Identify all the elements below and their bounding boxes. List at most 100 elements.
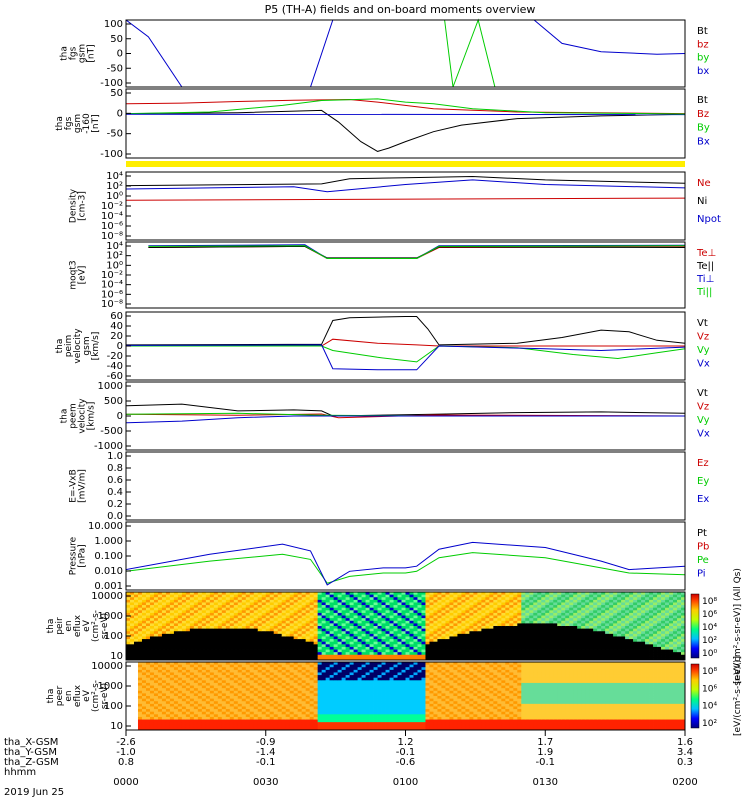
panel-frame [125,88,686,159]
y-tick-label: -100 [100,78,123,89]
legend-entry: Te|| [696,261,714,272]
x-axis-row-value: -0.1 [256,757,276,768]
y-tick-label: 60 [110,311,123,322]
y-tick-label: 0.8 [107,463,123,474]
y-axis-label: tha [60,46,70,61]
y-axis-label: gsm [82,336,92,355]
y-tick-label: 100 [104,701,123,712]
y-axis-label: [cm-3] [78,191,88,221]
y-axis-label: [nPa] [78,544,88,567]
y-tick-label: -100 [100,149,123,160]
y-tick-label: 0.010 [94,566,123,577]
y-axis-label: moqt3 [69,260,79,289]
y-axis-label: velocity [73,328,83,364]
y-tick-label: 50 [110,88,123,99]
x-axis-row-value: 1.2 [398,737,414,748]
y-tick-label: 10⁻⁸ [101,299,123,310]
panel-frame [125,591,686,661]
y-axis-label: tha [46,619,56,634]
y-tick-label: 0.0 [107,511,123,522]
y-tick-label: 0.100 [94,551,123,562]
y-tick-label: 500 [104,396,123,407]
series-line-Ni [125,175,686,187]
colorbar-tick: 10⁶ [702,610,717,620]
y-axis-label: tha [46,689,56,704]
y-tick-label: -60 [107,371,123,382]
y-tick-label: 0 [117,341,123,352]
legend-entry: Ti|| [696,287,712,298]
y-axis-label: (cm²-s- [91,610,101,642]
colorbar-tick: 10⁶ [702,684,717,694]
y-tick-label: 1000 [98,381,123,392]
y-axis-label: en [64,620,74,631]
y-tick-label: 10⁰ [106,191,123,202]
legend-entry: Ex [697,494,709,505]
y-tick-label: 0.4 [107,487,123,498]
y-axis-label: [km/s] [87,402,97,431]
legend-entry: Ez [697,458,709,469]
legend-entry: Vx [697,359,710,370]
panel-10: 10⁸ 10⁶ 10⁴ 10² [eV/(cm²-s-sr-eV)] 10000 1000 1… [46,656,743,736]
series-line-Pi [125,541,686,586]
y-axis-label: peim [64,335,74,358]
y-tick-label: 10² [106,251,123,262]
y-tick-label: 10000 [91,591,123,602]
y-tick-label: 20 [110,331,123,342]
legend-entry: Pe [697,555,709,566]
legend-entry: Bt [697,26,708,37]
y-axis-label: fgs [69,46,79,60]
y-axis-label: E=-VxB [69,469,79,503]
panel-6: Vt Vz Vy Vx 1000 500 0 -500 -1000 tha peem velocity… [60,381,710,452]
series-line-By [125,98,686,115]
legend-entry: Ti⊥ [696,274,714,285]
legend-entry: Bz [697,109,709,120]
y-tick-label: 10 [110,651,123,662]
y-axis-label: tha [55,116,65,131]
x-tick-label: 0030 [253,777,278,788]
x-axis-row-value: 3.4 [677,747,693,758]
legend-entry: Vy [697,345,710,356]
panel-frame [125,521,686,591]
legend-entry: Pi [697,569,706,580]
legend-entry: Ne [697,178,711,189]
legend-entry: Bx [697,136,710,147]
legend-entry: Vy [697,415,710,426]
y-axis-label: eflux [73,684,83,707]
colorbar-tick: 10⁰ [702,649,717,659]
y-axis-label: peir [55,617,65,635]
y-axis-label: [km/s] [91,332,101,361]
panel-frame [125,451,686,521]
legend-entry: Ey [697,476,709,487]
y-tick-label: 10000 [91,661,123,672]
colorbar-9 [690,593,700,659]
y-axis-label: peem [69,403,79,429]
series-line-Ne [125,197,686,201]
x-axis-row-value: 1.6 [677,737,693,748]
x-axis-row-value: 1.9 [537,747,553,758]
x-axis-row-value: 0.8 [118,757,134,768]
panel-frame [125,171,686,241]
y-tick-label: 10⁴ [106,241,123,252]
x-axis-row-label: tha_Z-GSM [4,757,59,768]
legend-entry: Pb [697,542,709,553]
legend-entry: By [697,123,710,134]
series-line-Ti|| [148,245,686,259]
series-line-Pe [125,552,686,584]
y-tick-label: 0.001 [94,581,123,592]
x-axis-row-label: hhmm [4,767,36,778]
y-axis-label: sr-eV) [100,683,110,709]
panel-1: Bt bz by bx 100 50 0 -50 -100 tha fgs gsm [nT] [60,18,709,89]
series-line-by [444,18,496,88]
legend-entry: Pt [697,528,707,539]
panel-8: Pt Pb Pe Pi 10.000 1.000 0.100 0.010 0.001 Pressu… [69,521,710,592]
y-axis-label: [nT] [91,114,101,132]
y-axis-label: tha [55,339,65,354]
legend-entry: Ni [697,196,707,207]
y-axis-label: velocity [78,398,88,434]
y-tick-label: 0.2 [107,499,123,510]
y-tick-label: 0 [117,411,123,422]
y-tick-label: 10.000 [88,521,123,532]
y-tick-label: 100 [104,631,123,642]
